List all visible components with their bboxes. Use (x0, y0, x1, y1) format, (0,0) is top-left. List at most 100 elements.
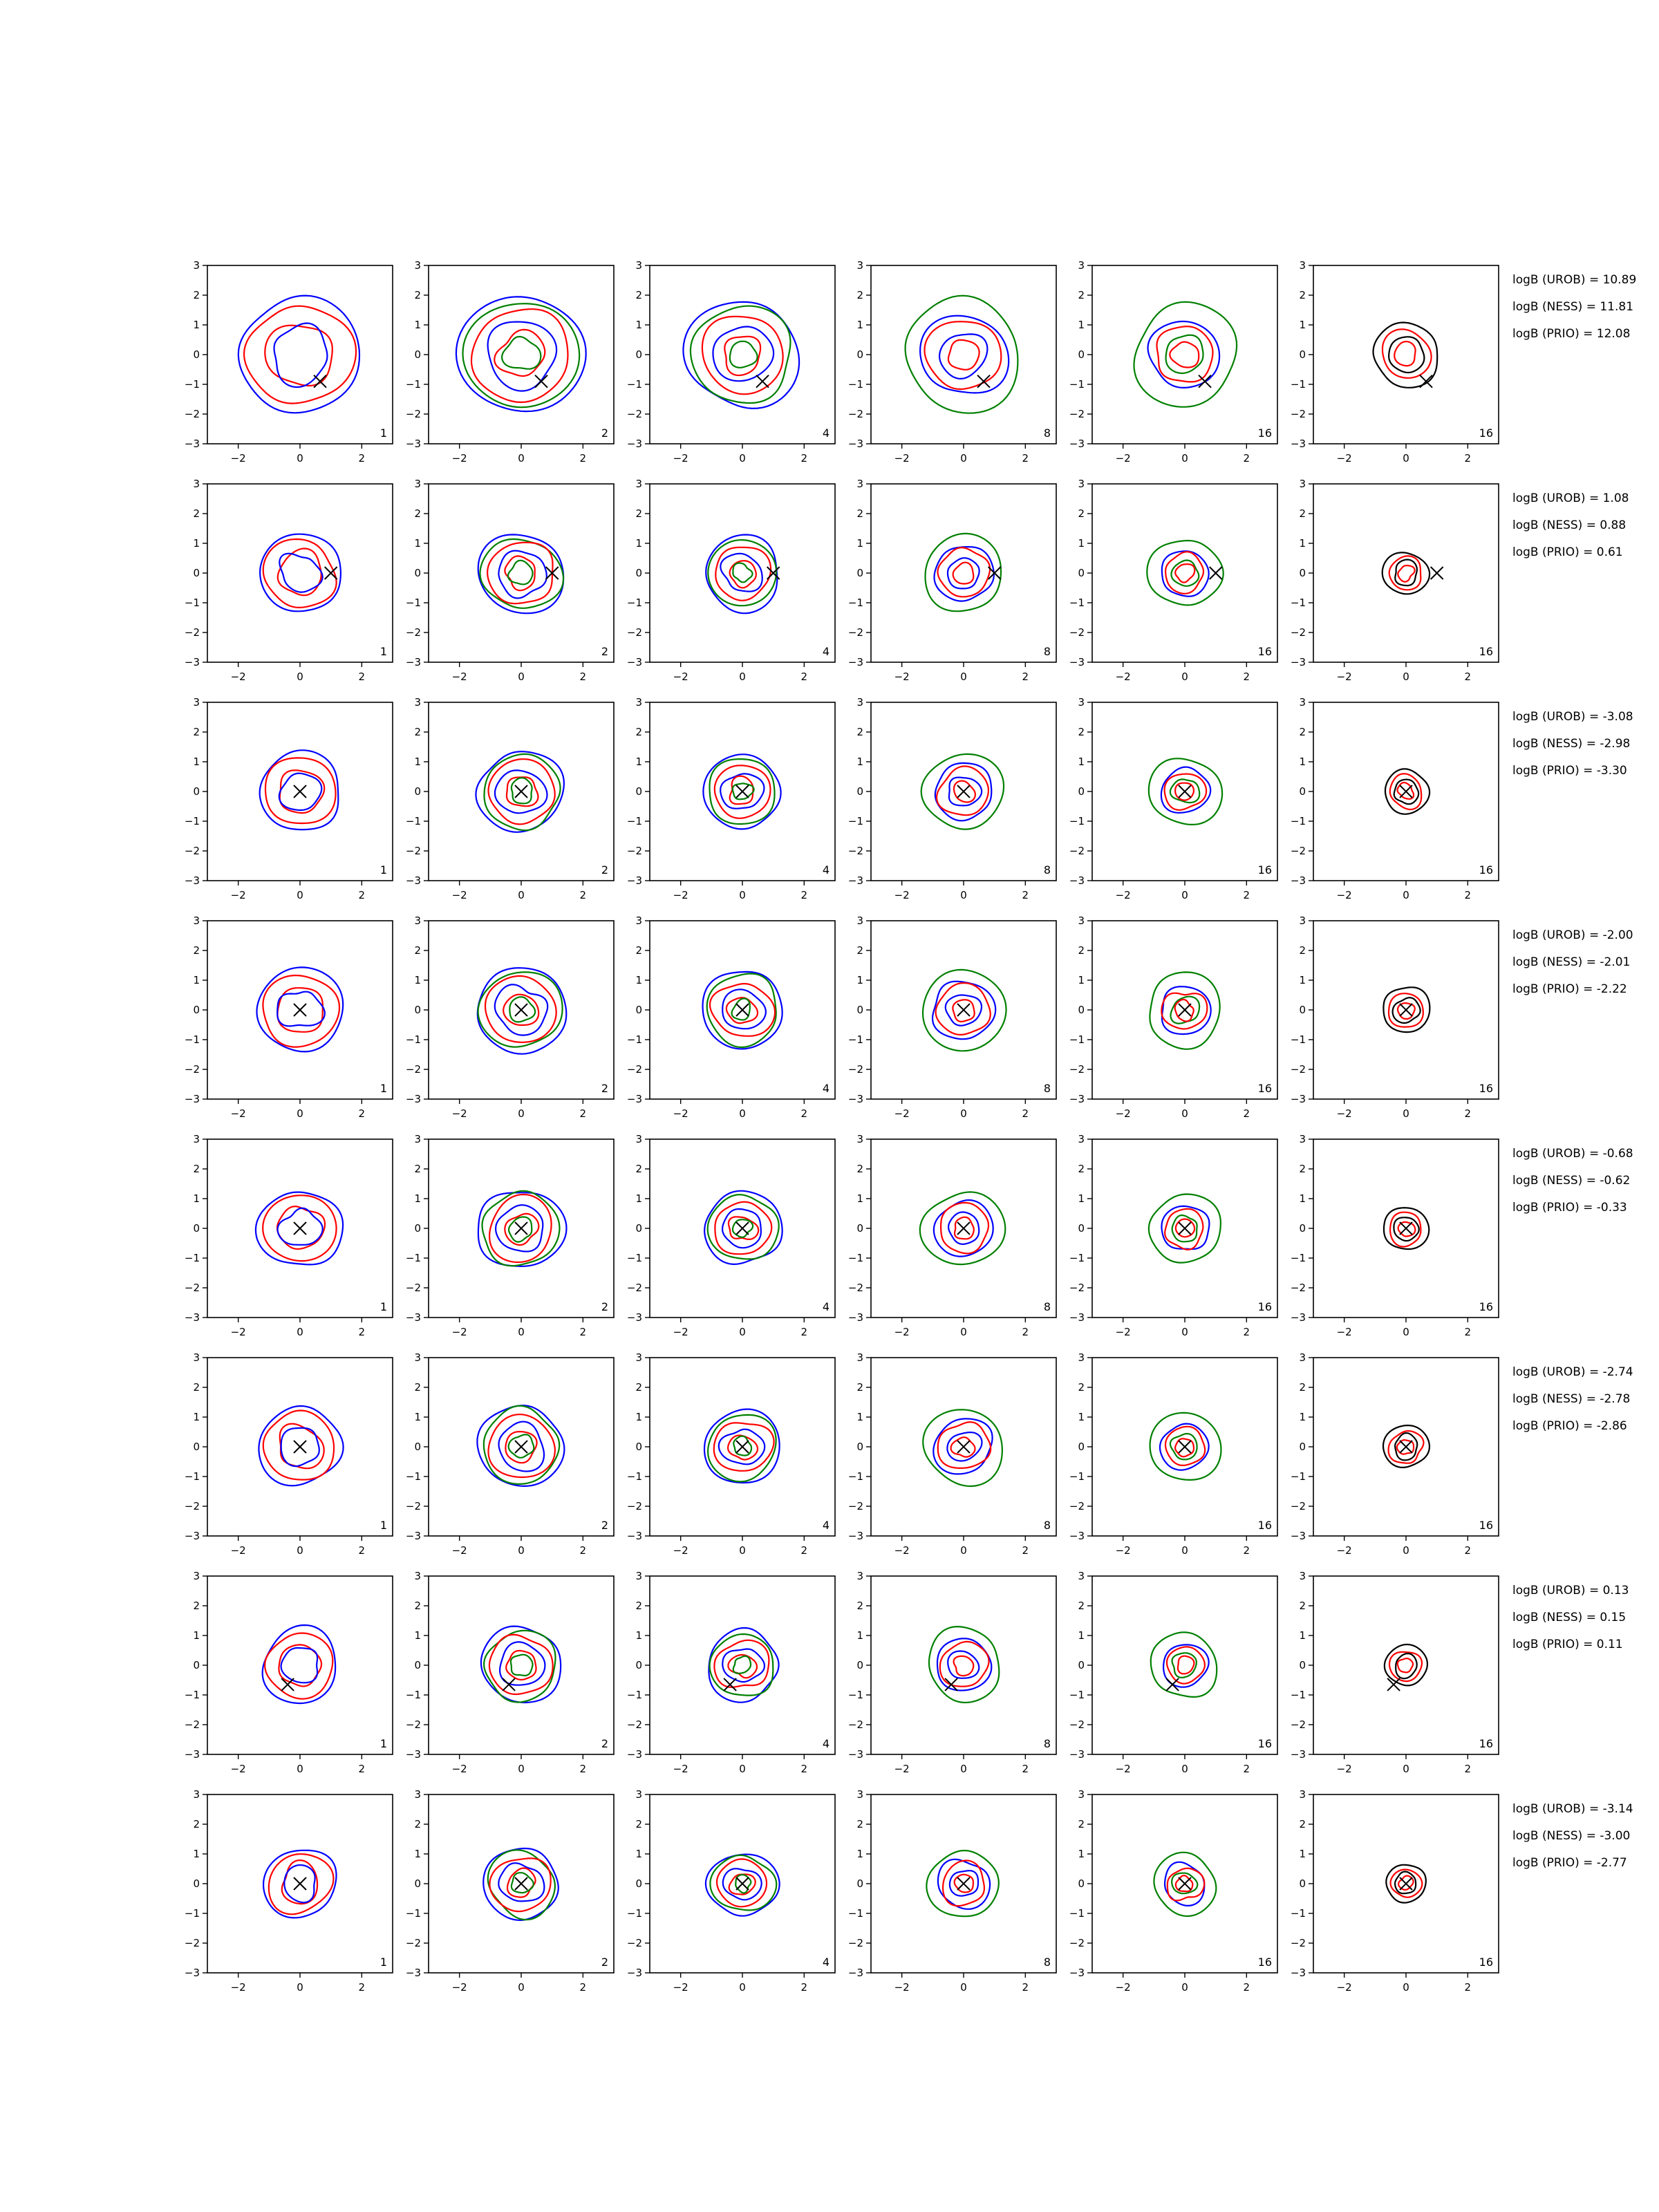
red-contour (1174, 1218, 1196, 1238)
y-tick-label: −2 (848, 1282, 863, 1294)
y-tick-label: 1 (193, 756, 200, 768)
y-tick-label: 2 (856, 1381, 863, 1394)
logb-annotation: logB (PRIO) = 12.08 (1512, 327, 1630, 341)
y-tick-label: 2 (1299, 1381, 1306, 1394)
y-tick-label: 2 (856, 507, 863, 520)
y-tick-label: 0 (1299, 567, 1306, 579)
x-tick-label: 2 (801, 1763, 808, 1775)
y-tick-label: 0 (1078, 1441, 1085, 1453)
blue-contour (487, 321, 558, 392)
sample-count-label: 8 (1044, 1737, 1051, 1750)
x-tick-label: 0 (1403, 452, 1409, 465)
y-tick-label: 0 (1299, 1659, 1306, 1671)
logb-annotation: logB (UROB) = -2.00 (1512, 928, 1633, 942)
y-tick-label: 3 (856, 915, 863, 927)
y-tick-label: 1 (1299, 756, 1306, 768)
y-tick-label: 2 (856, 944, 863, 957)
blue-contour (947, 1211, 980, 1246)
x-tick-label: 2 (1465, 452, 1472, 465)
y-tick-label: 1 (1078, 1411, 1085, 1423)
blue-contour (1161, 986, 1212, 1035)
x-marker (735, 1877, 749, 1891)
y-tick-label: 2 (1078, 1163, 1085, 1175)
y-tick-label: −3 (185, 1967, 200, 1979)
y-tick-label: 3 (1078, 1570, 1085, 1582)
green-contour (482, 1405, 561, 1485)
green-contour (731, 997, 751, 1021)
y-tick-label: 2 (1299, 507, 1306, 520)
axes-frame (207, 483, 393, 663)
x-tick-label: 0 (960, 1763, 967, 1775)
blue-contour (261, 1624, 337, 1705)
y-tick-label: 0 (414, 1877, 421, 1890)
green-contour (1153, 1851, 1217, 1918)
x-marker (1178, 1877, 1192, 1891)
y-tick-label: 0 (193, 1441, 200, 1453)
green-contour (507, 1216, 533, 1243)
logb-annotation: logB (UROB) = -3.08 (1512, 710, 1633, 724)
blue-contour (722, 1208, 762, 1249)
green-contour (904, 294, 1019, 414)
green-contour (733, 1435, 753, 1456)
panel-r3-c5: −2 0 2 3 2 1 0 −1 −2 −3 16 (1069, 696, 1278, 901)
axes-frame (1091, 483, 1278, 663)
green-contour (706, 973, 777, 1049)
red-contour (281, 1859, 319, 1905)
green-contour (709, 1854, 778, 1911)
y-tick-label: 2 (193, 289, 200, 301)
axes-frame (207, 265, 393, 444)
green-contour (709, 758, 776, 825)
y-tick-label: −1 (185, 597, 200, 609)
red-contour (262, 538, 337, 609)
red-contour (937, 547, 991, 598)
x-marker (545, 566, 559, 580)
y-tick-label: 0 (1078, 785, 1085, 798)
x-marker (1419, 374, 1433, 388)
sample-count-label: 16 (1479, 427, 1493, 440)
red-contour (1174, 998, 1194, 1022)
x-marker (977, 374, 991, 388)
x-marker (957, 1440, 971, 1454)
blue-contour (276, 991, 326, 1027)
red-contour (487, 1414, 556, 1479)
y-tick-label: −1 (406, 1033, 421, 1046)
y-tick-label: −3 (848, 656, 863, 668)
blue-contour (494, 769, 548, 814)
x-tick-label: 0 (518, 1544, 525, 1557)
red-contour (729, 560, 757, 589)
y-tick-label: 0 (635, 1659, 642, 1671)
y-tick-label: −3 (627, 1311, 642, 1324)
x-tick-label: −2 (894, 1544, 910, 1557)
green-contour (1149, 1412, 1222, 1481)
logb-annotation: logB (NESS) = -2.78 (1512, 1392, 1630, 1406)
red-contour (1394, 341, 1416, 367)
y-tick-label: −3 (1291, 874, 1306, 887)
red-contour (243, 305, 357, 404)
panel-r6-c3: −2 0 2 3 2 1 0 −1 −2 −3 4 (627, 1351, 836, 1557)
y-tick-label: 0 (1299, 1877, 1306, 1890)
y-tick-label: 1 (856, 974, 863, 986)
green-contour (928, 1625, 1000, 1704)
red-contour (262, 1194, 337, 1262)
x-marker (735, 785, 749, 798)
y-tick-label: 2 (193, 1381, 200, 1394)
x-marker (324, 566, 338, 580)
y-tick-label: 2 (414, 507, 421, 520)
y-tick-label: 2 (1299, 1600, 1306, 1612)
red-contour (950, 1436, 976, 1458)
x-tick-label: 2 (1022, 1763, 1029, 1775)
panel-r7-c5: −2 0 2 3 2 1 0 −1 −2 −3 16 (1069, 1570, 1278, 1775)
y-tick-label: −2 (848, 408, 863, 420)
x-marker (293, 1440, 307, 1454)
y-tick-label: 1 (1078, 319, 1085, 331)
y-tick-label: 2 (193, 1600, 200, 1612)
x-tick-label: 2 (1465, 889, 1472, 901)
red-contour (1389, 1868, 1423, 1898)
green-contour (922, 1409, 1004, 1488)
blue-contour (494, 1204, 544, 1253)
y-tick-label: −3 (406, 1967, 421, 1979)
y-tick-label: −1 (627, 1689, 642, 1701)
x-tick-label: 2 (359, 889, 366, 901)
y-tick-label: 0 (414, 1659, 421, 1671)
red-contour (1174, 782, 1194, 801)
